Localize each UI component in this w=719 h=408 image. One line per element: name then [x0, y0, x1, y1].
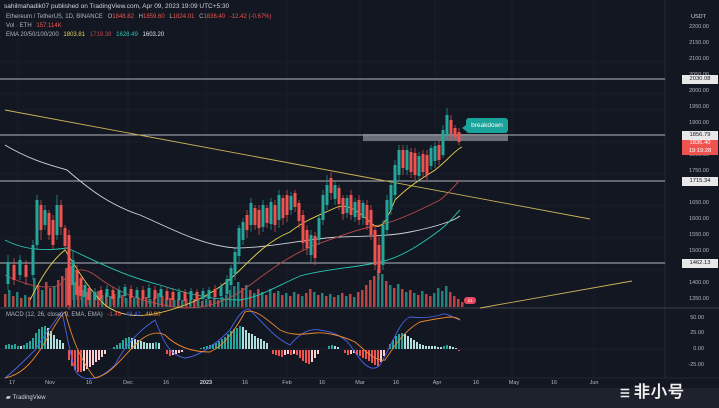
macd-signal-value: 49.90: [145, 312, 161, 318]
high-value: 1859.60: [143, 14, 165, 20]
macd-hist-value: -1.49: [107, 312, 122, 318]
macd-line: [4, 309, 461, 380]
breakdown-callout[interactable]: breakdown: [462, 118, 508, 133]
ema200-value: 1603.20: [142, 32, 165, 38]
change-value: -12.42 (-0.67%): [229, 14, 272, 20]
close-value: 1836.40: [203, 14, 226, 20]
candles: [6, 108, 461, 310]
bar-countdown: 19:19:28: [688, 147, 712, 154]
volume-legend: Vol · ETH 157.114K: [6, 23, 65, 29]
level-1462-tag: 1462.13: [682, 259, 718, 268]
level-1856-tag: 1856.79: [682, 131, 718, 140]
tv-logo-icon: ▰: [6, 395, 11, 401]
level-1715-tag: 1715.34: [682, 177, 718, 186]
current-price: 1836.40: [689, 140, 711, 146]
earnings-flag-icon[interactable]: 11: [464, 297, 476, 304]
current-price-tag: 1836.40 19:19:28: [682, 140, 718, 155]
currency-label: USDT: [691, 14, 706, 20]
tradingview-logo[interactable]: ▰ TradingView: [6, 395, 46, 401]
volume-bars: [4, 266, 464, 307]
watermark-logo-icon: ☰: [620, 388, 631, 400]
volume-label[interactable]: Vol · ETH: [6, 23, 32, 29]
ascending-trendline: [479, 280, 633, 309]
symbol-name[interactable]: Ethereum / TetherUS, 1D, BINANCE: [6, 14, 103, 20]
ema100-value: 1628.49: [116, 32, 138, 38]
low-value: 1824.01: [172, 14, 195, 20]
ema20-line: [29, 146, 463, 316]
publisher-line: sahilmahadik07 published on TradingView.…: [4, 3, 230, 10]
macd-value: 48.42: [125, 312, 141, 318]
resistance-zone: [363, 134, 508, 141]
ema20-value: 1803.81: [63, 32, 86, 38]
macd-legend: MACD (12, 26, close, 9, EMA, EMA) -1.49 …: [6, 312, 163, 318]
volume-value: 157.114K: [36, 23, 62, 29]
grid: [0, 0, 665, 378]
ema50-value: 1719.38: [89, 32, 112, 38]
ema-label[interactable]: EMA 20/50/100/200: [6, 32, 59, 38]
level-2030-tag: 2030.08: [682, 75, 718, 84]
watermark: ☰ 非小号: [620, 384, 685, 401]
descending-trendline: [4, 109, 591, 220]
ema200-line: [4, 144, 461, 249]
macd-signal-line: [4, 310, 461, 379]
ema100-line: [4, 209, 461, 301]
ema-legend: EMA 20/50/100/200 1803.81 1719.38 1628.4…: [6, 32, 167, 38]
macd-label[interactable]: MACD (12, 26, close, 9, EMA, EMA): [6, 312, 103, 318]
open-value: 1848.82: [112, 14, 134, 20]
symbol-legend: Ethereum / TetherUS, 1D, BINANCE O1848.8…: [6, 14, 272, 20]
footer-bar: [0, 388, 719, 408]
